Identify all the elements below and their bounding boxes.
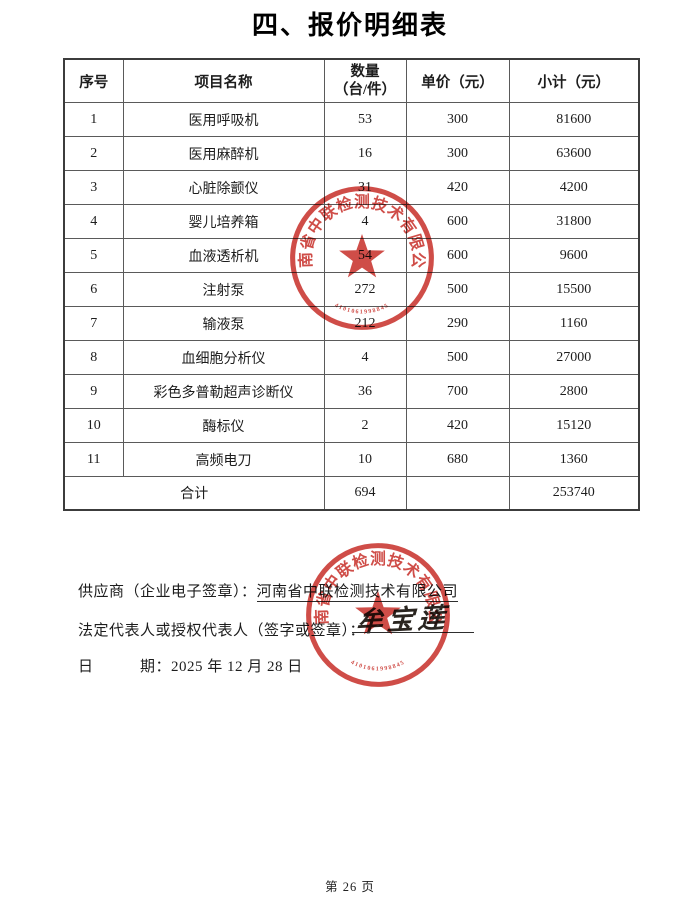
- cell-index: 5: [63, 238, 124, 273]
- cell-quantity: 31: [323, 170, 407, 205]
- table-row: 5 血液透析机 54 600 9600: [63, 238, 640, 273]
- cell-item-name: 彩色多普勒超声诊断仪: [122, 374, 325, 409]
- page-number: 第 26 页: [325, 880, 375, 894]
- cell-subtotal: 31800: [508, 204, 640, 239]
- cell-index: 2: [63, 136, 124, 171]
- cell-quantity: 2: [323, 408, 407, 443]
- cell-index: 8: [63, 340, 124, 375]
- cell-item-name: 医用呼吸机: [122, 102, 325, 137]
- total-subtotal: 253740: [508, 476, 640, 511]
- cell-unit-price: 600: [405, 238, 510, 273]
- seal-serial-number: 4101061998845: [350, 660, 405, 673]
- cell-index: 1: [63, 102, 124, 137]
- cell-quantity: 4: [323, 340, 407, 375]
- header-subtotal: 小计（元）: [508, 58, 640, 103]
- cell-item-name: 婴儿培养箱: [122, 204, 325, 239]
- header-quantity-line2: （台/件）: [333, 82, 397, 98]
- cell-item-name: 心脏除颤仪: [122, 170, 325, 205]
- cell-unit-price: 290: [405, 306, 510, 341]
- cell-subtotal: 15500: [508, 272, 640, 307]
- table-row: 2 医用麻醉机 16 300 63600: [63, 136, 640, 171]
- header-quantity: 数量 （台/件）: [323, 58, 407, 103]
- header-item-name: 项目名称: [122, 58, 325, 103]
- cell-unit-price: 300: [405, 102, 510, 137]
- table-row: 1 医用呼吸机 53 300 81600: [63, 102, 640, 137]
- header-unit-price: 单价（元）: [405, 58, 510, 103]
- cell-subtotal: 81600: [508, 102, 640, 137]
- cell-unit-price: 700: [405, 374, 510, 409]
- cell-subtotal: 1360: [508, 442, 640, 477]
- table-row: 8 血细胞分析仪 4 500 27000: [63, 340, 640, 375]
- cell-index: 11: [63, 442, 124, 477]
- table-row: 4 婴儿培养箱 4 600 31800: [63, 204, 640, 239]
- cell-unit-price: 420: [405, 170, 510, 205]
- cell-quantity: 10: [323, 442, 407, 477]
- cell-quantity: 54: [323, 238, 407, 273]
- table-row: 7 输液泵 212 290 1160: [63, 306, 640, 341]
- table-row: 10 酶标仪 2 420 15120: [63, 408, 640, 443]
- total-unit-price: [405, 476, 510, 511]
- header-quantity-line1: 数量: [350, 63, 380, 80]
- cell-quantity: 16: [323, 136, 407, 171]
- cell-index: 4: [63, 204, 124, 239]
- cell-index: 3: [63, 170, 124, 205]
- cell-index: 6: [63, 272, 124, 307]
- cell-index: 10: [63, 408, 124, 443]
- cell-unit-price: 500: [405, 340, 510, 375]
- table-row: 3 心脏除颤仪 31 420 4200: [63, 170, 640, 205]
- cell-item-name: 血液透析机: [122, 238, 325, 273]
- cell-item-name: 医用麻醉机: [122, 136, 325, 171]
- cell-subtotal: 27000: [508, 340, 640, 375]
- page-title: 四、报价明细表: [251, 10, 448, 40]
- representative-label: 法定代表人或授权代表人（签字或签章）：: [78, 623, 366, 639]
- cell-unit-price: 680: [405, 442, 510, 477]
- cell-item-name: 血细胞分析仪: [122, 340, 325, 375]
- cell-item-name: 输液泵: [122, 306, 325, 341]
- table-row: 11 高频电刀 10 680 1360: [63, 442, 640, 477]
- representative-line: 法定代表人或授权代表人（签字或签章）：: [78, 619, 365, 640]
- quotation-table: 序号 项目名称 数量 （台/件） 单价（元） 小计（元） 1 医用呼吸机 53 …: [63, 58, 640, 511]
- table-row: 6 注射泵 272 500 15500: [63, 272, 640, 307]
- supplier-label: 供应商（企业电子签章）：: [78, 584, 257, 600]
- cell-item-name: 注射泵: [122, 272, 325, 307]
- cell-quantity: 272: [323, 272, 407, 307]
- table-row: 9 彩色多普勒超声诊断仪 36 700 2800: [63, 374, 640, 409]
- cell-quantity: 53: [323, 102, 407, 137]
- cell-subtotal: 63600: [508, 136, 640, 171]
- cell-index: 9: [63, 374, 124, 409]
- total-quantity: 694: [323, 476, 407, 511]
- cell-unit-price: 300: [405, 136, 510, 171]
- table-total-row: 合计 694 253740: [63, 476, 640, 511]
- cell-item-name: 酶标仪: [122, 408, 325, 443]
- header-index: 序号: [63, 58, 124, 103]
- date-line: 日 期：2025 年 12 月 28 日: [78, 659, 303, 675]
- cell-quantity: 4: [323, 204, 407, 239]
- cell-item-name: 高频电刀: [122, 442, 325, 477]
- cell-subtotal: 2800: [508, 374, 640, 409]
- cell-quantity: 36: [323, 374, 407, 409]
- table-header-row: 序号 项目名称 数量 （台/件） 单价（元） 小计（元）: [63, 58, 640, 103]
- cell-unit-price: 500: [405, 272, 510, 307]
- total-label: 合计: [63, 476, 325, 511]
- cell-unit-price: 420: [405, 408, 510, 443]
- cell-unit-price: 600: [405, 204, 510, 239]
- svg-text:4101061998845: 4101061998845: [350, 660, 407, 673]
- cell-quantity: 212: [323, 306, 407, 341]
- signature-underline: [352, 632, 474, 633]
- cell-index: 7: [63, 306, 124, 341]
- cell-subtotal: 1160: [508, 306, 640, 341]
- cell-subtotal: 9600: [508, 238, 640, 273]
- cell-subtotal: 4200: [508, 170, 640, 205]
- cell-subtotal: 15120: [508, 408, 640, 443]
